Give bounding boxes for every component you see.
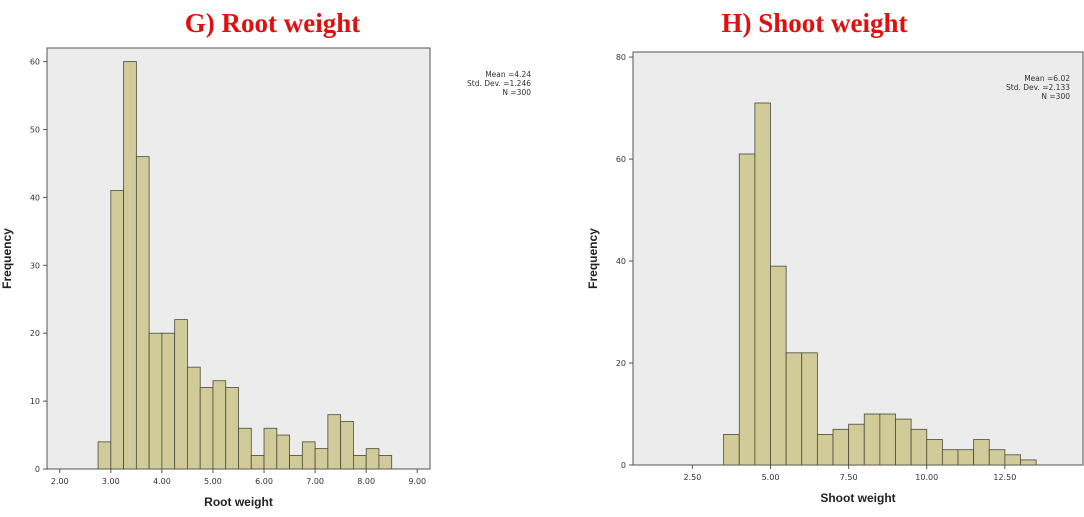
histogram-bar (848, 423, 865, 466)
histogram-bar (957, 449, 975, 466)
x-tick-label: 2.50 (683, 473, 701, 482)
histogram-bar (738, 153, 756, 466)
histogram-bar (276, 434, 290, 470)
x-tick-label: 5.00 (204, 477, 222, 486)
histogram-bar (135, 156, 150, 470)
histogram-bar (365, 448, 380, 470)
stats-line: Mean =6.02 (1024, 74, 1070, 83)
x-tick-label: 2.00 (51, 477, 69, 486)
histogram-bar (161, 332, 176, 470)
plot-area (632, 51, 1084, 466)
histogram-bar (754, 102, 771, 466)
x-tick-label: 3.00 (102, 477, 120, 486)
panel-title-root-weight: G) Root weight (184, 8, 361, 38)
histogram-bar (212, 380, 227, 470)
histogram-bar (327, 414, 342, 470)
x-tick-label: 9.00 (408, 477, 426, 486)
histogram-bar (926, 439, 943, 466)
x-tick-label: 5.00 (762, 473, 780, 482)
y-tick-label: 20 (616, 359, 626, 368)
histogram-bar (238, 427, 252, 470)
histogram-bar (314, 448, 329, 470)
histogram-bar (199, 387, 214, 470)
histogram-bar (785, 352, 803, 466)
histogram-bar (895, 418, 912, 466)
histogram-bar (97, 441, 112, 470)
stats-line: Mean =4.24 (485, 70, 531, 79)
histogram-bar (988, 449, 1006, 466)
histogram-bar (863, 413, 881, 466)
histogram-bar (340, 421, 354, 470)
y-tick-label: 50 (30, 125, 40, 134)
stats-line: Std. Dev. =1.246 (467, 79, 531, 88)
histogram-bar (123, 61, 137, 470)
histogram-bar (250, 455, 265, 470)
y-tick-label: 60 (30, 58, 40, 67)
histogram-bar (225, 387, 239, 470)
panel-title-shoot-weight: H) Shoot weight (721, 8, 908, 38)
x-axis-title: Shoot weight (820, 491, 895, 505)
x-tick-label: 10.00 (915, 473, 938, 482)
y-tick-label: 40 (616, 257, 626, 266)
histogram-bar (289, 455, 303, 470)
histogram-bar (378, 455, 393, 470)
histogram-bar (263, 427, 278, 470)
x-tick-label: 4.00 (153, 477, 171, 486)
shoot-weight-histogram: 2.50 5.00 7.50 10.00 12.50 0 20 40 60 80 Shoot wei… (586, 51, 1084, 505)
x-tick-label: 7.00 (306, 477, 324, 486)
histogram-bar (879, 413, 896, 466)
histogram-bar (148, 332, 163, 470)
histogram-bar (973, 439, 990, 466)
histogram-bar (832, 428, 850, 466)
y-tick-label: 20 (30, 329, 40, 338)
x-tick-label: 6.00 (255, 477, 273, 486)
y-tick-label: 0 (621, 461, 626, 470)
y-tick-label: 0 (35, 465, 40, 474)
histogram-bar (187, 366, 201, 470)
y-tick-label: 60 (616, 155, 626, 164)
histogram-bar (770, 265, 787, 466)
x-tick-label: 12.50 (993, 473, 1016, 482)
histogram-bar (816, 434, 834, 466)
y-tick-label: 10 (30, 397, 40, 406)
y-tick-label: 30 (30, 261, 40, 270)
root-weight-panel: G) Root weight 2.00 3.00 4.00 5.00 6.00 7.00 8… (0, 8, 531, 509)
histogram-bar (1020, 459, 1037, 466)
histogram-bar (941, 449, 959, 466)
x-tick-label: 7.50 (840, 473, 858, 482)
stats-line: N =300 (1041, 92, 1070, 101)
stats-line: Std. Dev. =2.133 (1006, 83, 1070, 92)
x-tick-label: 8.00 (357, 477, 375, 486)
x-axis-title: Root weight (204, 495, 273, 509)
histogram-bar (301, 441, 316, 470)
histogram-bar (174, 319, 188, 470)
histogram-bar (352, 455, 367, 470)
histogram-bar (110, 190, 125, 470)
histogram-bar (723, 434, 740, 466)
stats-line: N =300 (502, 88, 531, 97)
histogram-bar (910, 428, 928, 466)
y-axis-title: Frequency (586, 228, 600, 289)
histogram-bar (1004, 454, 1021, 466)
histogram-bar (801, 352, 818, 466)
y-tick-label: 40 (30, 193, 40, 202)
shoot-weight-panel: H) Shoot weight 2.50 5.00 7.50 10.00 12.50 0 2… (545, 0, 1084, 517)
root-weight-histogram: 2.00 3.00 4.00 5.00 6.00 7.00 8.00 9.00 0 10 20 30 4… (0, 47, 531, 509)
y-axis-title: Frequency (0, 228, 14, 289)
y-tick-label: 80 (616, 53, 626, 62)
